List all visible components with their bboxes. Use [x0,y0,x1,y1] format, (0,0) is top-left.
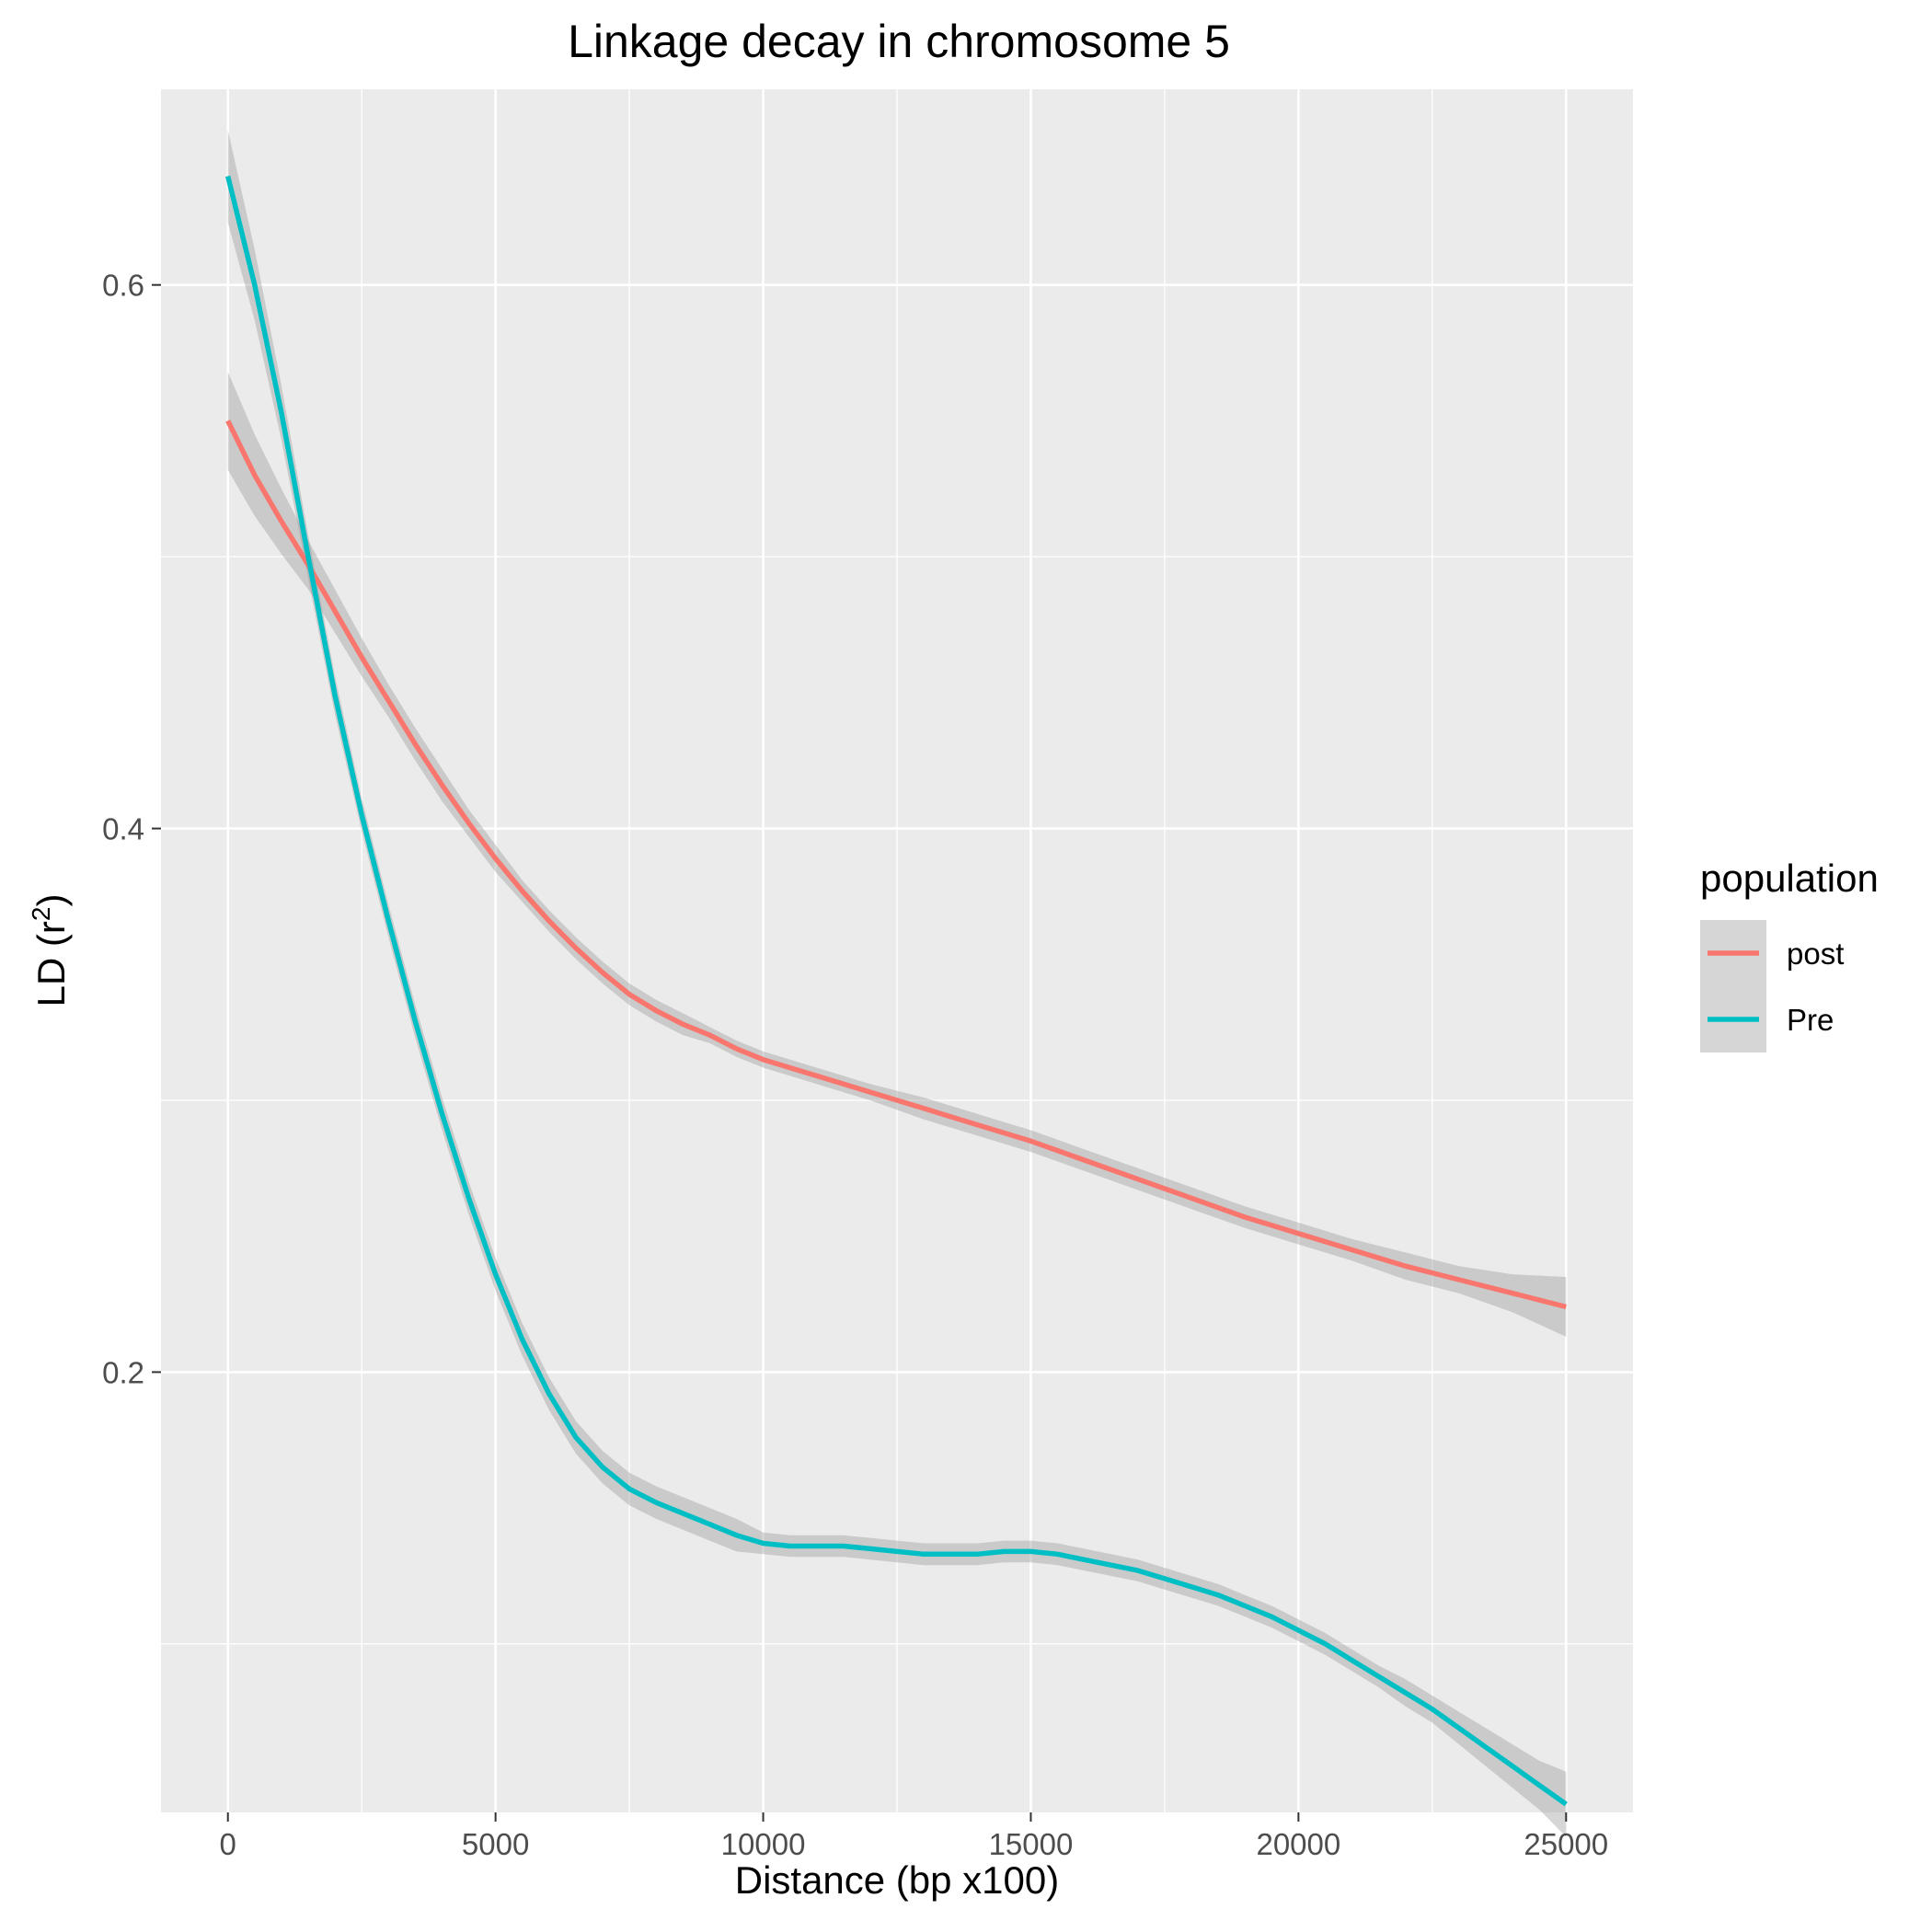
x-tick-label: 15000 [989,1827,1074,1861]
x-axis-title: Distance (bp x100) [735,1858,1060,1902]
y-tick-label: 0.4 [102,812,144,846]
y-axis: 0.2 0.4 0.6 [102,269,161,1389]
x-axis: 0 5000 10000 15000 20000 25000 [220,1812,1608,1861]
legend-label-post: post [1787,937,1844,971]
x-tick-label: 5000 [462,1827,529,1861]
y-axis-title-superscript: 2 [27,907,55,922]
x-tick-label: 25000 [1524,1827,1608,1861]
ribbon-pre [227,130,1567,1837]
series-lines [225,175,1568,1807]
line-pre [225,175,1568,1807]
legend: population post Pre [1700,857,1879,1052]
line-post [225,420,1567,1310]
legend-title: population [1700,857,1879,900]
grid-minor [161,89,1633,1812]
legend-keys: post Pre [1700,920,1844,1052]
legend-label-pre: Pre [1787,1003,1834,1037]
y-tick-label: 0.2 [102,1355,144,1389]
x-tick-label: 10000 [721,1827,806,1861]
x-tick-label: 20000 [1256,1827,1340,1861]
grid-major [161,89,1633,1812]
y-tick-label: 0.6 [102,269,144,303]
x-tick-label: 0 [220,1827,236,1861]
y-axis-title: LD (r2) [27,894,73,1007]
y-axis-title-main: LD (r [29,921,73,1006]
chart-title: Linkage decay in chromosome 5 [568,16,1230,67]
y-axis-title-close: ) [29,894,73,907]
